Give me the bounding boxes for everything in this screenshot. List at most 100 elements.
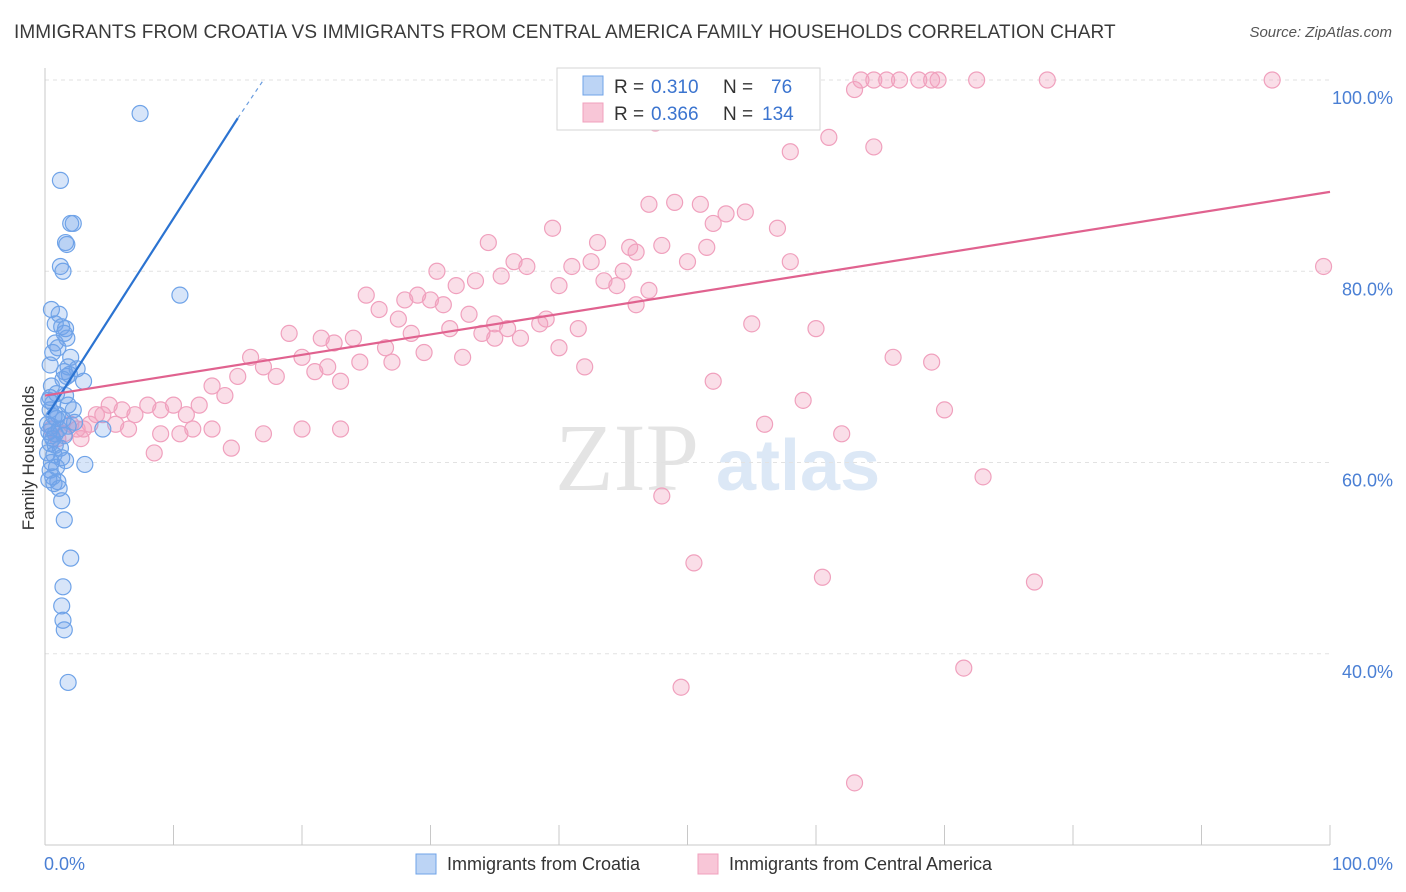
- scatter-point: [781, 253, 799, 271]
- scatter-point: [94, 406, 112, 424]
- scatter-point: [460, 305, 478, 323]
- scatter-point: [46, 436, 64, 454]
- scatter-point: [653, 236, 671, 255]
- scatter-point: [505, 253, 523, 271]
- scatter-point: [76, 455, 94, 474]
- scatter-point: [55, 621, 73, 639]
- scatter-point: [100, 396, 118, 414]
- scatter-point: [319, 358, 337, 376]
- scatter-point: [794, 391, 812, 409]
- scatter-point: [627, 243, 645, 261]
- scatter-point: [910, 71, 928, 89]
- scatter-point: [845, 80, 864, 99]
- scatter-point: [145, 444, 163, 462]
- scatter-point: [653, 487, 671, 505]
- scatter-point: [717, 205, 735, 223]
- scatter-point: [293, 348, 311, 366]
- scatter-point: [518, 257, 536, 276]
- scatter-point: [47, 409, 66, 428]
- scatter-point: [640, 195, 658, 213]
- scatter-point: [576, 358, 594, 376]
- y-tick-label: 60.0%: [1342, 471, 1393, 491]
- scatter-point: [41, 356, 59, 374]
- scatter-point: [813, 568, 832, 586]
- scatter-point: [691, 195, 709, 213]
- x-tick-label-max: 100.0%: [1332, 854, 1393, 874]
- scatter-point: [216, 386, 234, 405]
- y-tick-label: 80.0%: [1342, 279, 1393, 299]
- scatter-point: [203, 377, 221, 395]
- scatter-point: [42, 427, 61, 445]
- scatter-point: [627, 296, 645, 314]
- scatter-point: [768, 219, 787, 237]
- legend-label-central-america: Immigrants from Central America: [729, 854, 993, 874]
- scatter-point: [74, 372, 93, 390]
- scatter-point: [845, 774, 864, 792]
- scatter-point: [229, 367, 247, 386]
- scatter-point: [389, 310, 407, 328]
- scatter-point: [550, 276, 568, 295]
- scatter-point: [974, 468, 992, 486]
- scatter-point: [254, 358, 273, 376]
- scatter-point: [1314, 257, 1333, 276]
- scatter-point: [807, 320, 825, 338]
- stats-n-value: 134: [762, 104, 794, 125]
- scatter-point: [441, 320, 459, 338]
- scatter-point: [415, 343, 433, 362]
- scatter-point: [704, 214, 722, 233]
- scatter-point: [820, 128, 838, 146]
- scatter-point: [550, 339, 568, 357]
- stats-r-value: 0.310: [651, 77, 699, 98]
- scatter-point: [929, 71, 947, 89]
- scatter-point: [351, 353, 369, 371]
- scatter-point: [59, 673, 77, 692]
- scatter-point: [678, 253, 697, 271]
- scatter-point: [614, 262, 632, 280]
- legend-swatch-central-america: [697, 853, 719, 875]
- scatter-point: [171, 286, 189, 304]
- scatter-point: [865, 138, 883, 156]
- scatter-point: [434, 296, 452, 314]
- scatter-point: [923, 71, 941, 89]
- scatter-point: [126, 406, 144, 424]
- y-tick-label: 100.0%: [1332, 88, 1393, 108]
- scatter-point: [254, 425, 273, 443]
- scatter-point: [890, 71, 909, 89]
- scatter-point: [113, 401, 131, 419]
- x-tick-label-min: 0.0%: [44, 854, 85, 874]
- scatter-point: [479, 233, 497, 252]
- scatter-point: [865, 71, 883, 89]
- scatter-point: [543, 219, 562, 237]
- series-legend: Immigrants from Croatia Immigrants from …: [415, 853, 993, 875]
- axes: [44, 68, 1331, 846]
- scatter-point: [704, 372, 722, 390]
- scatter-point: [935, 401, 954, 419]
- scatter-point: [280, 324, 298, 343]
- scatter-point: [152, 425, 170, 443]
- stats-n-label: N =: [723, 77, 753, 98]
- scatter-point: [486, 329, 504, 347]
- scatter-point: [45, 474, 63, 493]
- scatter-point: [781, 143, 799, 161]
- stats-legend: R = 0.310 N = 76 R = 0.366 N = 134: [556, 67, 821, 131]
- scatter-point: [454, 348, 472, 366]
- scatter-point: [833, 425, 851, 443]
- scatter-point: [569, 320, 587, 338]
- scatter-point: [447, 276, 465, 295]
- scatter-point: [203, 420, 221, 438]
- legend-swatch-croatia: [415, 853, 437, 875]
- scatter-point: [184, 420, 202, 438]
- scatter-point: [1263, 71, 1281, 89]
- stats-swatch-croatia: [582, 75, 604, 96]
- scatter-point: [72, 429, 90, 448]
- scatter-point: [56, 451, 75, 470]
- scatter-point: [492, 267, 510, 285]
- scatter-point: [171, 425, 189, 443]
- scatter-point: [131, 104, 149, 123]
- scatter-point: [376, 339, 395, 357]
- scatter-point: [685, 554, 703, 572]
- scatter-point: [46, 334, 64, 352]
- scatter-point: [64, 214, 82, 233]
- watermark-atlas: atlas: [716, 426, 880, 506]
- scatter-point: [1038, 71, 1056, 89]
